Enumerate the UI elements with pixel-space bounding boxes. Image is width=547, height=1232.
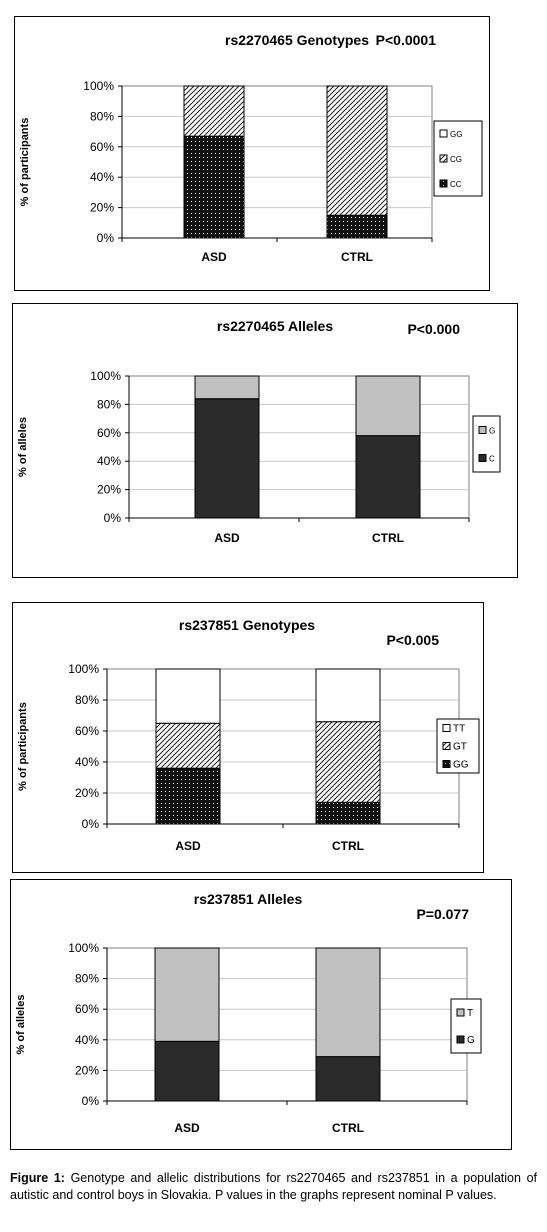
bar-asd-g: [154, 1040, 220, 1102]
bar-asd-gt: [155, 722, 221, 769]
legend-label: C: [489, 455, 495, 464]
x-category-label: CTRL: [341, 250, 373, 264]
y-axis-label: % of participants: [17, 702, 29, 791]
bar-ctrl-gt: [315, 721, 381, 803]
chart-title: rs237851 Genotypes: [179, 617, 315, 633]
y-tick-label: 100%: [90, 369, 121, 383]
bar-ctrl-tt: [315, 668, 381, 723]
x-category-label: CTRL: [332, 839, 364, 853]
chart-title: rs2270465 Genotypes: [225, 32, 369, 48]
legend-swatch: [456, 1008, 465, 1017]
y-tick-label: 60%: [90, 140, 114, 154]
legend-swatch: [478, 426, 487, 434]
bar-asd-cg: [183, 85, 245, 137]
y-axis-label: % of alleles: [17, 417, 29, 477]
bar-ctrl-cc: [326, 214, 388, 239]
y-tick-label: 40%: [90, 170, 114, 184]
bar-ctrl-t: [315, 947, 381, 1058]
x-category-label: ASD: [201, 250, 227, 264]
bar-asd-cc: [183, 135, 245, 239]
caption-text: Genotype and allelic distributions for r…: [10, 1171, 537, 1202]
legend-label: G: [489, 427, 495, 436]
y-tick-label: 0%: [97, 231, 115, 245]
bar-ctrl-g: [315, 1056, 381, 1102]
y-axis-label: % of alleles: [15, 995, 27, 1055]
chart-svg: 0% 20% 40% 60% 80% 100% ASD CTRL rs237851 Allele…: [10, 879, 512, 1150]
chart-rs237851-genotypes: 0% 20% 40% 60% 80% 100% ASD CTRL rs237851 Genoty…: [12, 602, 484, 873]
caption-label: Figure 1:: [10, 1171, 65, 1185]
legend-box: [450, 998, 482, 1054]
legend-label: GT: [453, 742, 467, 753]
legend-swatch: [439, 129, 448, 138]
chart-rs2270465-alleles: 0% 20% 40% 60% 80% 100% ASD CTRL rs2270465 Allel…: [12, 303, 518, 578]
legend-box: [472, 415, 501, 473]
bar-ctrl-c: [355, 435, 421, 519]
legend-swatch: [442, 760, 451, 768]
chart-title: rs2270465 Alleles: [217, 318, 333, 334]
y-tick-label: 80%: [97, 397, 121, 411]
legend-swatch: [439, 179, 448, 188]
y-tick-label: 20%: [75, 1063, 99, 1077]
chart-rs2270465-genotypes: 0% 20% 40% 60% 80% 100% ASD CTRL rs2270465 Genot…: [14, 16, 490, 291]
y-tick-label: 80%: [75, 972, 99, 986]
x-category-label: ASD: [174, 1121, 200, 1135]
bar-asd-gg: [155, 767, 221, 825]
chart-svg: 0% 20% 40% 60% 80% 100% ASD CTRL rs2270465 Allel…: [12, 303, 518, 578]
bar-ctrl-cg: [326, 85, 388, 216]
y-tick-label: 60%: [75, 724, 99, 738]
chart-svg: 0% 20% 40% 60% 80% 100% ASD CTRL rs237851 Genoty…: [12, 602, 484, 873]
p-value-label: P<0.005: [386, 632, 439, 648]
bar-ctrl-g: [355, 375, 421, 437]
legend-label: T: [467, 1008, 473, 1019]
legend-swatch: [442, 724, 451, 732]
p-value-label: P<0.0001: [376, 32, 437, 48]
chart-rs237851-alleles: 0% 20% 40% 60% 80% 100% ASD CTRL rs237851 Allele…: [10, 879, 512, 1150]
y-tick-label: 20%: [75, 786, 99, 800]
chart-title: rs237851 Alleles: [194, 891, 303, 907]
y-tick-label: 100%: [68, 662, 99, 676]
y-tick-label: 80%: [75, 693, 99, 707]
figure-caption: Figure 1: Genotype and allelic distribut…: [10, 1170, 537, 1204]
bar-ctrl-gg: [315, 801, 381, 825]
legend-label: GG: [450, 130, 462, 139]
bar-asd-c: [194, 398, 260, 519]
y-tick-label: 0%: [82, 1094, 100, 1108]
y-tick-label: 40%: [75, 755, 99, 769]
x-category-label: CTRL: [372, 531, 404, 545]
legend-swatch: [439, 154, 448, 163]
y-tick-label: 20%: [90, 201, 114, 215]
y-tick-label: 80%: [90, 109, 114, 123]
x-category-label: ASD: [214, 531, 240, 545]
y-axis-label: % of participants: [19, 118, 31, 207]
y-tick-label: 40%: [97, 454, 121, 468]
y-tick-label: 60%: [75, 1002, 99, 1016]
x-category-label: CTRL: [332, 1121, 364, 1135]
y-tick-label: 20%: [97, 483, 121, 497]
legend-label: CG: [450, 155, 462, 164]
y-tick-label: 0%: [104, 511, 122, 525]
bar-asd-t: [154, 947, 220, 1042]
bar-asd-tt: [155, 668, 221, 724]
x-category-label: ASD: [175, 839, 201, 853]
chart-svg: 0% 20% 40% 60% 80% 100% ASD CTRL rs2270465 Genot…: [14, 16, 490, 291]
y-tick-label: 100%: [68, 941, 99, 955]
legend-swatch: [478, 454, 487, 462]
y-tick-label: 100%: [83, 79, 114, 93]
p-value-label: P<0.000: [407, 321, 460, 337]
legend-label: GG: [453, 760, 469, 771]
y-tick-label: 0%: [82, 817, 100, 831]
y-tick-label: 40%: [75, 1033, 99, 1047]
legend-swatch: [456, 1035, 465, 1044]
y-tick-label: 60%: [97, 426, 121, 440]
legend-label: CC: [450, 180, 462, 189]
legend-label: TT: [453, 724, 465, 735]
legend-label: G: [467, 1035, 475, 1046]
bar-asd-g: [194, 375, 260, 400]
legend-swatch: [442, 742, 451, 750]
p-value-label: P=0.077: [416, 906, 469, 922]
